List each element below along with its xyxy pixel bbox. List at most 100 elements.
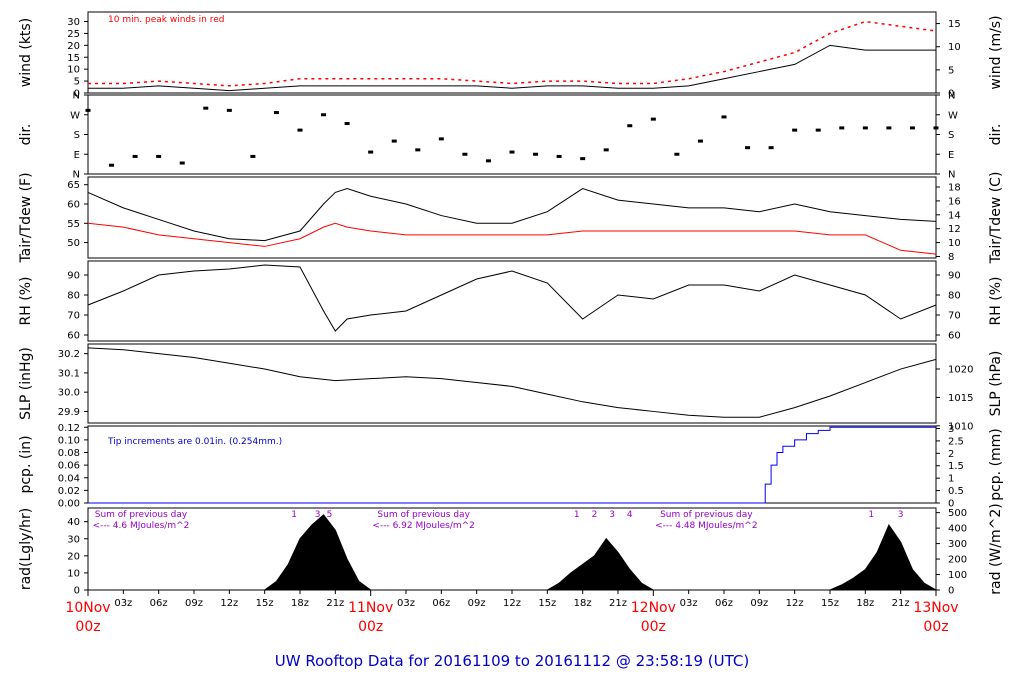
right-tick-label: 14 [948,210,961,221]
panel-frame [87,343,937,424]
radiation-hour-marker: 3 [609,510,615,520]
left-tick-label: 15 [67,53,80,64]
x-hour-label: 06z [150,598,168,609]
direction-point [745,146,751,150]
x-hour-label: 18z [574,598,592,609]
panel-slp: SLP (inHg) SLP (hPa) 29.9 30.0 30.1 30.2 1010 1… [18,343,1004,432]
right-axis-label: rad (W/m^2) [988,503,1004,594]
right-tick-label: 15 [948,19,961,30]
panel-frame [87,507,937,591]
temp-air-line [87,188,937,242]
direction-point [674,152,680,156]
left-tick-label: E [74,150,80,161]
left-tick-label: 70 [67,311,80,322]
x-day-hour: 00z [75,619,100,635]
right-tick-label: 1010 [948,421,973,432]
x-day-hour: 00z [923,619,948,635]
direction-point [509,150,515,154]
x-hour-label: 15z [256,598,274,609]
left-tick-label: 0.08 [58,448,80,459]
radiation-hour-marker: 4 [627,510,633,520]
x-hour-label: 12z [503,598,521,609]
panel-rh: RH (%) RH (%) 60 70 80 90 60 70 80 90 [18,260,1004,342]
direction-point [886,126,892,130]
direction-point [391,139,397,143]
direction-point [839,126,845,130]
right-tick-label: 0 [948,499,954,510]
panel-wind: wind (kts) wind (m/s)05101520253005101510… [18,11,1004,100]
right-tick-label: N [948,170,955,181]
direction-point [415,148,421,152]
right-tick-label: 8 [948,252,954,263]
left-tick-label: 30.1 [58,368,80,379]
panel-temp: Tair/Tdew (F) Tair/Tdew (C) 50 55 60 65 8 10 12 1… [18,172,1004,265]
direction-point [862,126,868,130]
right-tick-label: 400 [948,524,967,535]
radiation-hour-marker: 1 [291,510,297,520]
left-tick-label: 20 [67,41,80,52]
right-tick-label: S [948,130,954,141]
x-hour-label: 18z [856,598,874,609]
right-tick-label: N [948,91,955,102]
direction-point [179,161,185,165]
radiation-sum-note: Sum of previous day [377,510,470,520]
right-tick-label: 70 [948,311,961,322]
right-tick-label: 0.5 [948,486,964,497]
direction-point [697,139,703,143]
panel-frame [87,11,937,94]
left-tick-label: 10 [67,65,80,76]
x-hour-label: 03z [114,598,132,609]
x-hour-label: 15z [821,598,839,609]
left-tick-label: 55 [67,219,80,230]
direction-point [85,108,91,112]
left-tick-label: 0 [74,89,80,100]
x-hour-label: 09z [468,598,486,609]
radiation-sum-note: Sum of previous day [95,510,188,520]
x-hour-label: 21z [892,598,910,609]
right-axis-label: wind (m/s) [988,15,1004,89]
left-axis-label: wind (kts) [18,18,34,87]
direction-point [792,128,798,132]
left-tick-label: 5 [74,77,80,88]
left-tick-label: 40 [67,517,80,528]
temp-dew-line [87,222,937,255]
direction-point [815,128,821,132]
direction-point [156,154,162,158]
right-tick-label: 10 [948,42,961,53]
direction-point [721,115,727,119]
direction-point [533,152,539,156]
left-tick-label: 0.00 [58,499,80,510]
left-tick-label: 29.9 [58,407,80,418]
slp-pressure-line [87,347,937,418]
radiation-hour-marker: 1 [868,510,874,520]
x-day-date: 10Nov [65,600,110,616]
direction-point [321,113,327,117]
left-tick-label: 10 [67,568,80,579]
right-tick-label: 1.5 [948,461,964,472]
right-tick-label: 5 [948,65,954,76]
direction-point [556,154,562,158]
left-tick-label: W [70,110,80,121]
right-tick-label: 1020 [948,365,973,376]
right-tick-label: 3 [948,424,954,435]
direction-point [933,126,939,130]
direction-point [603,148,609,152]
right-tick-label: 300 [948,539,967,550]
right-tick-label: 500 [948,508,967,519]
radiation-area [88,514,938,591]
left-tick-label: 0.06 [58,461,80,472]
left-tick-label: N [73,170,80,181]
x-hour-label: 09z [185,598,203,609]
right-tick-label: 60 [948,331,961,342]
direction-point [909,126,915,130]
direction-point [297,128,303,132]
left-tick-label: 60 [67,200,80,211]
x-hour-label: 15z [538,598,556,609]
radiation-sum-value: <--- 6.92 MJoules/m^2 [372,521,474,531]
left-axis-label: Tair/Tdew (F) [18,172,34,263]
radiation-hour-marker: 1 [574,510,580,520]
right-tick-label: 200 [948,555,967,566]
direction-point [250,154,256,158]
direction-point [132,154,138,158]
left-tick-label: 30 [67,534,80,545]
